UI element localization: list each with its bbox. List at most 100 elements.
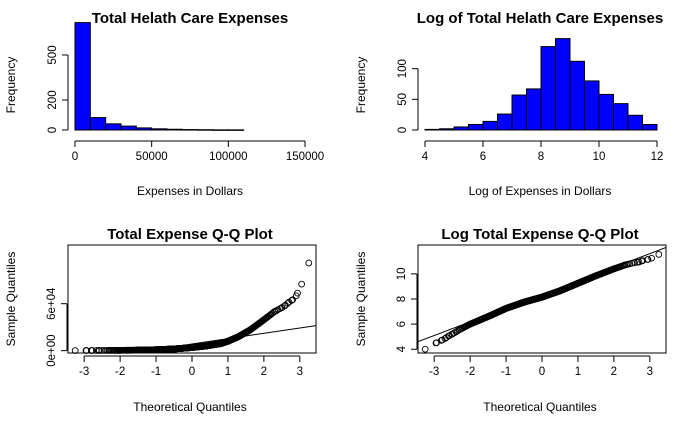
qq-point [450,329,458,337]
x-tick-label: 12 [651,151,664,163]
chart-title: Log of Total Helath Care Expenses [417,10,663,27]
x-tick-label: -1 [151,366,161,378]
x-axis-label: Log of Expenses in Dollars [469,184,612,198]
qq-point [95,347,102,354]
x-axis: 4 6 8 10 12 [422,140,664,163]
x-tick-label: 2 [261,366,267,378]
bars [424,38,658,131]
qq-point [466,320,474,328]
plot-box [67,244,317,354]
y-axis-label: Frequency [4,57,18,114]
y-axis-label: Sample Quantiles [354,252,368,347]
y-axis: 0e+00 6e+04 [46,287,68,367]
histogram-bar [468,123,484,131]
x-axis-label: Theoretical Quantiles [483,400,596,414]
histogram-bar [555,38,571,131]
qq-points [71,259,313,354]
histogram-bar [227,129,245,131]
histogram-bar [166,128,183,131]
x-tick-label: 0 [539,366,545,378]
y-tick-label: 100 [397,59,409,78]
y-tick-label: 4 [396,345,408,352]
qq-point [131,346,138,354]
y-axis: 4 6 8 10 [396,267,418,352]
qq-point [71,347,79,354]
histogram-bar [135,127,153,131]
x-axis: -3 -2 -1 0 1 2 3 [429,355,653,378]
y-tick-label: 10 [396,267,408,280]
qq-point [271,308,279,315]
histogram-bar [584,80,600,131]
chart-title: Total Expense Q-Q Plot [107,226,273,243]
histogram-bar [105,123,122,131]
qq-point [644,256,652,263]
qq-point [305,259,313,267]
histogram-bar [613,103,629,131]
qq-point [264,313,271,321]
qq-point [592,272,600,280]
qq-point [289,296,296,304]
histogram-bar [526,88,542,131]
qq-point [556,287,564,295]
qq-point [145,346,153,354]
qq-point [538,293,546,301]
x-tick-label: 3 [297,366,303,378]
qq-point [292,292,300,300]
y-axis-label: Sample Quantiles [4,252,18,347]
y-tick-label: 0 [47,127,59,133]
qq-line [127,325,316,353]
histogram-bar [482,120,498,131]
qq-point [105,347,113,354]
qq-point [655,251,663,258]
bars [74,22,245,131]
histogram-bar [497,113,513,131]
qq-point [628,259,636,267]
y-tick-label: 0 [397,127,409,133]
qq-point [648,254,655,262]
histogram-bar [424,128,440,131]
histogram-bar [120,125,137,131]
x-tick-label: 50000 [136,151,168,163]
qq-point [621,261,629,269]
qq-point [502,305,510,312]
x-tick-label: 8 [538,151,544,163]
histogram-bar [439,128,455,131]
qq-point [235,333,243,340]
histogram-bar [74,22,91,131]
qq-point [438,337,445,344]
qq-point [88,347,95,354]
qq-point [174,345,181,353]
histogram-bar [569,60,585,131]
histogram-bar [212,129,229,131]
qq-point [224,337,232,345]
qq-points [421,251,663,353]
qq-point [610,265,618,273]
qq-point [116,346,124,354]
panel-log-expense-qq: Log Total Expense Q-Q Plot Theoretical Q… [354,226,667,414]
plot-box [417,244,667,354]
x-tick-label: -1 [501,366,511,378]
x-tick-label: 10 [593,151,606,163]
qq-point [631,259,638,267]
x-tick-label: 4 [422,151,429,163]
x-axis-label: Expenses in Dollars [137,184,243,198]
qq-point [448,330,456,338]
x-axis-label: Theoretical Quantiles [133,400,246,414]
y-axis-label: Frequency [354,57,368,114]
x-tick-label: -3 [429,366,439,378]
panel-total-expense-qq: Total Expense Q-Q Plot Theoretical Quant… [4,226,317,414]
x-tick-label: 6 [480,151,486,163]
histogram-bar [627,114,643,131]
y-tick-label: 8 [396,296,408,302]
x-axis: -3 -2 -1 0 1 2 3 [79,355,303,378]
qq-point [278,304,286,311]
y-tick-label: 6e+04 [46,287,58,320]
x-tick-label: 1 [575,366,581,378]
x-tick-label: 0 [72,151,78,163]
qq-point [188,344,196,351]
qq-point [484,313,492,320]
qq-point [455,326,463,334]
qq-point [285,298,293,306]
y-tick-label: 200 [47,90,59,109]
histogram-bar [540,46,556,131]
